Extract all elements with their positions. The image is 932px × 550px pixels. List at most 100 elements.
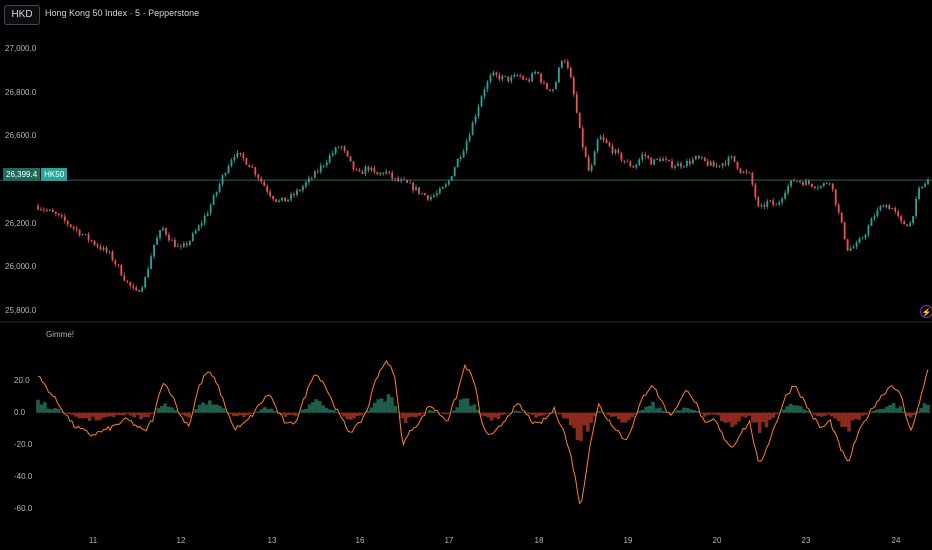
candle-body[interactable]: [855, 242, 858, 247]
candle-body[interactable]: [281, 197, 283, 201]
candle-body[interactable]: [260, 178, 263, 182]
candle-body[interactable]: [781, 198, 784, 203]
candle-body[interactable]: [879, 206, 882, 210]
candle-body[interactable]: [293, 194, 295, 196]
candle-body[interactable]: [355, 169, 358, 171]
candle-body[interactable]: [504, 75, 507, 77]
candle-body[interactable]: [745, 171, 748, 173]
candle-body[interactable]: [858, 238, 861, 243]
candle-body[interactable]: [90, 239, 93, 242]
candle-body[interactable]: [727, 157, 730, 165]
candle-body[interactable]: [903, 221, 906, 225]
candle-body[interactable]: [203, 215, 206, 224]
candle-body[interactable]: [787, 185, 790, 193]
candle-body[interactable]: [793, 180, 795, 182]
candle-body[interactable]: [691, 159, 694, 164]
candle-body[interactable]: [233, 156, 236, 161]
candle-body[interactable]: [153, 244, 155, 257]
candle-body[interactable]: [96, 244, 99, 247]
candle-body[interactable]: [906, 224, 909, 227]
candle-body[interactable]: [221, 175, 224, 185]
candle-body[interactable]: [230, 160, 233, 167]
candle-body[interactable]: [310, 178, 313, 179]
candle-body[interactable]: [677, 163, 679, 167]
candle-body[interactable]: [302, 186, 304, 191]
candle-body[interactable]: [138, 290, 141, 292]
candle-body[interactable]: [412, 182, 414, 191]
candle-body[interactable]: [873, 216, 876, 219]
candle-body[interactable]: [566, 61, 569, 69]
candle-body[interactable]: [703, 157, 706, 162]
candle-body[interactable]: [132, 285, 135, 288]
candle-body[interactable]: [197, 225, 200, 231]
candle-body[interactable]: [912, 216, 915, 224]
candle-body[interactable]: [51, 209, 54, 213]
candle-body[interactable]: [927, 179, 929, 184]
candle-body[interactable]: [611, 146, 614, 153]
candle-body[interactable]: [516, 74, 519, 76]
candle-body[interactable]: [364, 166, 367, 175]
candle-body[interactable]: [715, 165, 718, 167]
candle-body[interactable]: [924, 183, 926, 187]
candle-body[interactable]: [581, 128, 584, 148]
candle-body[interactable]: [555, 82, 557, 90]
candle-body[interactable]: [307, 178, 310, 183]
candle-body[interactable]: [915, 198, 917, 217]
candle-body[interactable]: [647, 156, 650, 158]
candle-body[interactable]: [144, 277, 147, 288]
candle-body[interactable]: [49, 209, 51, 211]
candle-body[interactable]: [99, 246, 102, 250]
candle-body[interactable]: [560, 60, 563, 68]
candle-body[interactable]: [209, 204, 212, 214]
candle-body[interactable]: [453, 167, 456, 177]
candle-body[interactable]: [552, 89, 554, 91]
candle-body[interactable]: [215, 191, 218, 196]
candle-body[interactable]: [245, 158, 248, 165]
candle-body[interactable]: [87, 234, 90, 240]
candle-body[interactable]: [531, 73, 534, 82]
candle-body[interactable]: [290, 194, 292, 200]
candle-body[interactable]: [507, 76, 510, 82]
candle-body[interactable]: [471, 122, 474, 136]
candle-body[interactable]: [876, 209, 879, 217]
candle-body[interactable]: [254, 167, 257, 175]
candle-body[interactable]: [754, 184, 757, 198]
candle-body[interactable]: [111, 251, 114, 261]
candle-body[interactable]: [802, 182, 804, 186]
candle-body[interactable]: [316, 171, 319, 173]
candle-body[interactable]: [739, 168, 742, 173]
candle-body[interactable]: [370, 167, 373, 171]
candle-body[interactable]: [638, 159, 641, 165]
candle-body[interactable]: [697, 155, 700, 158]
candle-body[interactable]: [43, 209, 45, 211]
candle-body[interactable]: [84, 234, 87, 235]
candle-body[interactable]: [784, 192, 787, 199]
candle-body[interactable]: [435, 193, 438, 196]
candle-body[interactable]: [671, 161, 673, 168]
lightning-bolt-icon[interactable]: ⚡: [920, 305, 932, 318]
candle-body[interactable]: [742, 171, 745, 173]
candle-body[interactable]: [296, 190, 298, 196]
candle-body[interactable]: [194, 230, 197, 234]
candle-body[interactable]: [688, 160, 691, 164]
candle-body[interactable]: [171, 240, 173, 241]
candle-body[interactable]: [575, 94, 578, 113]
candle-body[interactable]: [343, 146, 346, 151]
candle-body[interactable]: [325, 162, 328, 166]
candle-body[interactable]: [596, 139, 599, 152]
candle-body[interactable]: [495, 72, 498, 75]
candle-body[interactable]: [569, 68, 572, 78]
candle-body[interactable]: [730, 156, 733, 158]
candle-body[interactable]: [525, 79, 528, 81]
candle-body[interactable]: [563, 60, 566, 62]
candle-body[interactable]: [385, 171, 388, 174]
candle-body[interactable]: [409, 182, 411, 184]
candle-body[interactable]: [81, 234, 84, 236]
candle-body[interactable]: [650, 157, 653, 165]
candle-body[interactable]: [819, 186, 822, 188]
candle-body[interactable]: [766, 200, 769, 207]
candle-body[interactable]: [474, 116, 477, 123]
candle-body[interactable]: [236, 152, 239, 157]
candle-body[interactable]: [432, 195, 435, 197]
